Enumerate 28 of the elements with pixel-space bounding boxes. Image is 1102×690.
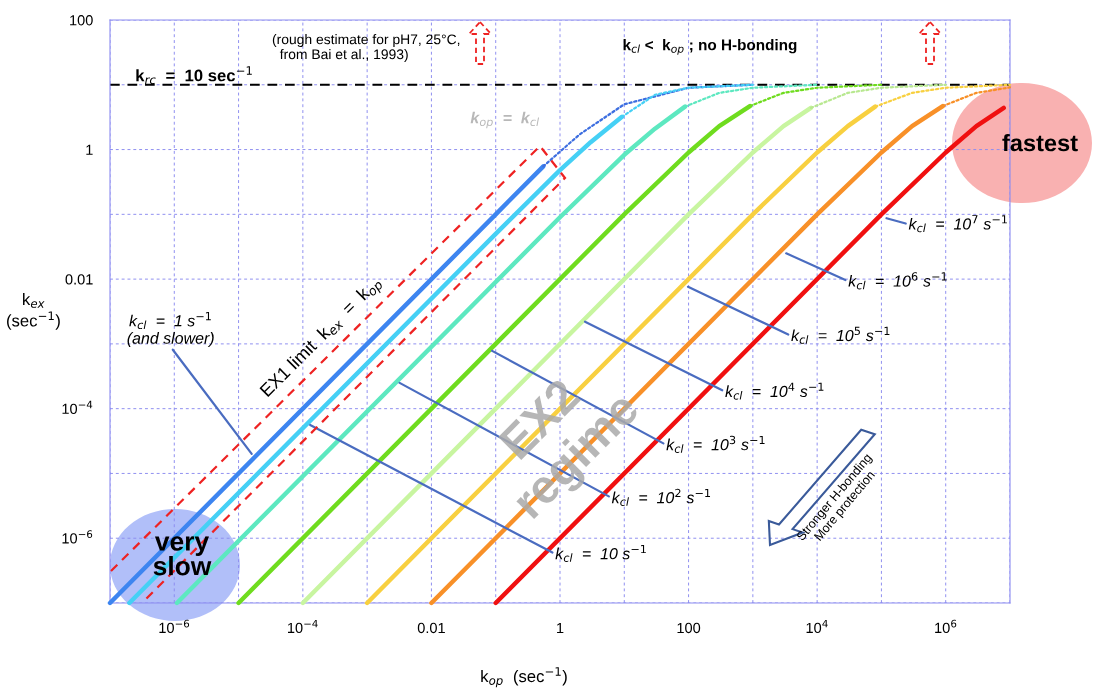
annotation: very slow — [153, 536, 212, 576]
y-tick-label: 10$^{−6}$ — [62, 530, 93, 544]
y-tick-label: 10$^{−4}$ — [62, 400, 93, 414]
x-axis-title: k$_{op}$ (sec$^{−1}$) — [481, 667, 567, 688]
y-tick-label: 0.01 — [65, 274, 93, 285]
x-tick-label: 10$^{4}$ — [806, 619, 828, 634]
y-tick-label: 1 — [86, 144, 93, 155]
x-tick-label: 10$^{−4}$ — [288, 619, 318, 634]
x-tick-label: 10$^{6}$ — [935, 619, 957, 634]
x-tick-label: 10$^{−6}$ — [159, 619, 190, 634]
y-tick-label: 100 — [70, 15, 93, 26]
annotation: k$_{cl}$ = 10$^{6}$ s$^{−1}$ — [848, 272, 947, 290]
annotation: k$_{cl}$ < k$_{op}$ ; no H-bonding — [623, 39, 797, 55]
annotation: EX1 limit k$_{ex}$ = k$_{op}$ — [259, 274, 386, 401]
annotation: k$_{cl}$ = 10$^{7}$ s$^{−1}$ — [908, 215, 1007, 233]
annotation: k$_{cl}$ = 10$^{3}$ s$^{−1}$ — [666, 435, 765, 453]
ref-line-label: k$_{rc}$ = 10 sec$^{−1}$ — [136, 66, 252, 85]
annotation: k$_{op}$ = k$_{cl}$ — [470, 111, 540, 129]
annotation: fastest — [1002, 134, 1078, 152]
annotation: k$_{cl}$ = 10 s$^{−1}$ — [555, 544, 646, 562]
annotation: k$_{cl}$ = 10$^{4}$ s$^{−1}$ — [725, 382, 824, 400]
annotation: k$_{cl}$ = 10$^{5}$ s$^{−1}$ — [791, 326, 890, 344]
x-tick-label: 0.01 — [417, 622, 445, 634]
x-tick-label: 100 — [677, 622, 701, 634]
annotation: (rough estimate for pH7, 25°C, from Bai et al., 1993) — [272, 34, 460, 62]
y-axis-title: k$_{ex}$ (sec$^{−1}$) — [7, 292, 60, 330]
annotation: k$_{cl}$ = 1 s$^{−1}$ (and slower) — [127, 312, 214, 347]
x-tick-label: 1 — [557, 622, 564, 634]
